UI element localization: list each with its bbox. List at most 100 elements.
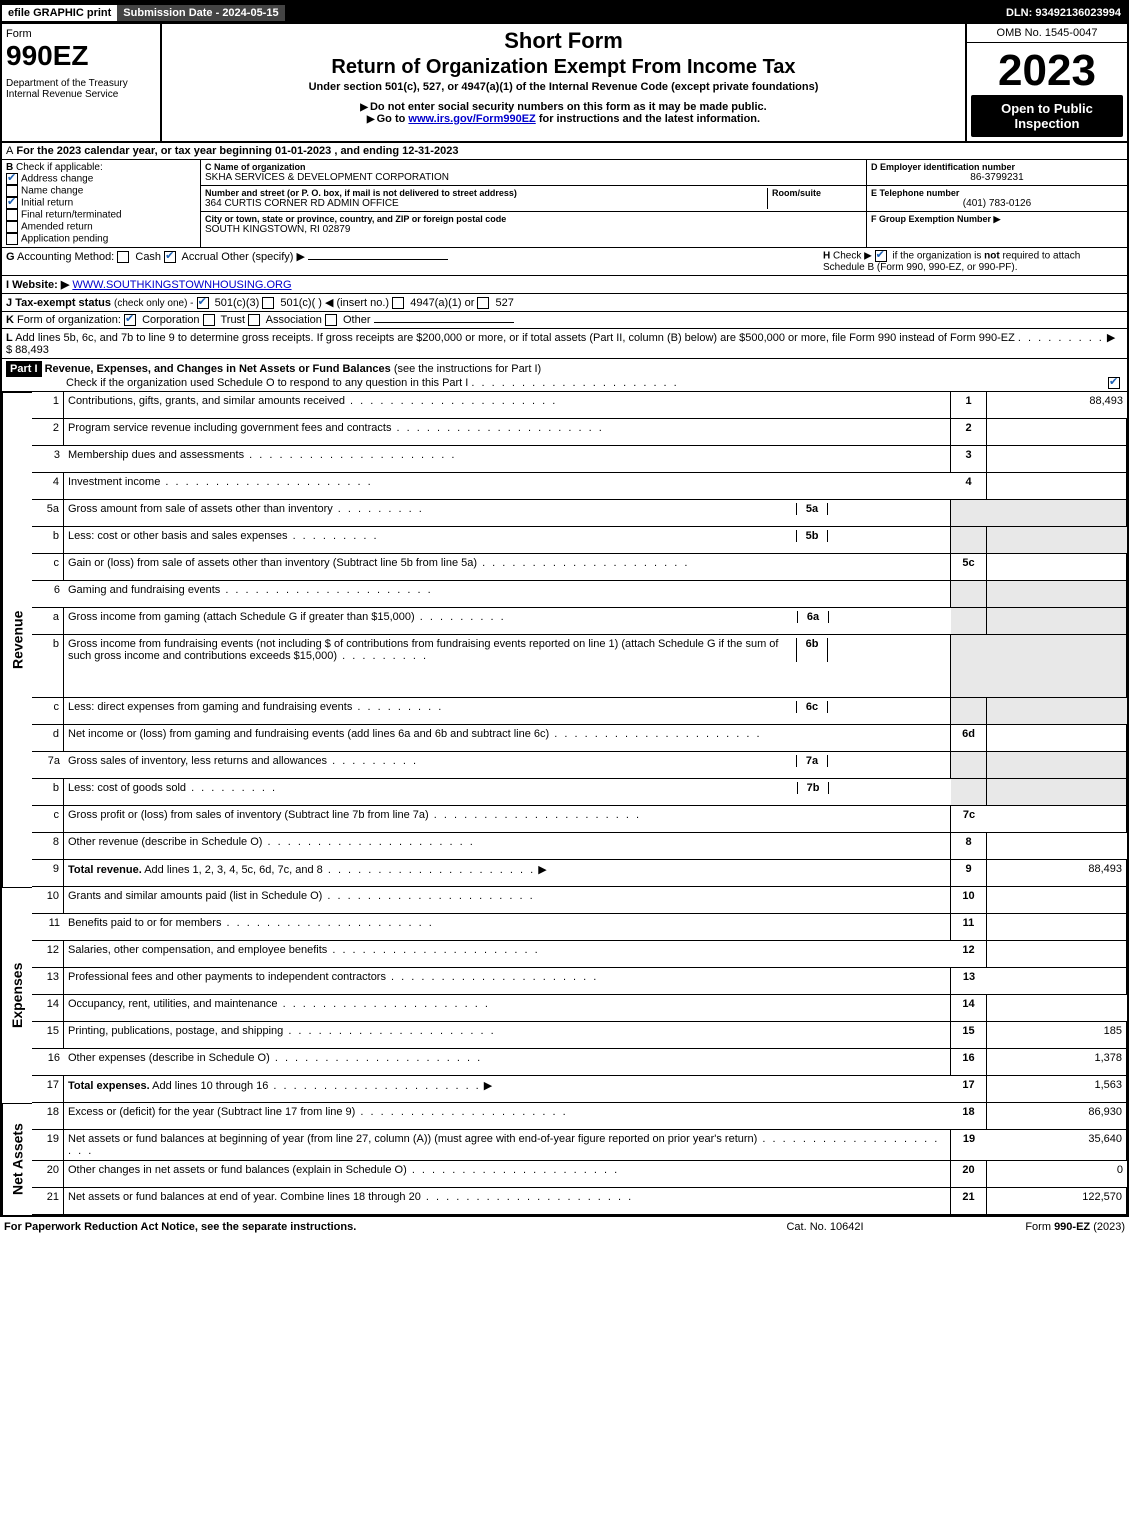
num-col: [951, 698, 987, 725]
dln: DLN: 93492136023994: [1000, 5, 1127, 21]
check-label: Name change: [21, 186, 83, 197]
col-b: B Check if applicable: Address changeNam…: [2, 160, 201, 247]
city-cell: City or town, state or province, country…: [201, 212, 866, 237]
amt-col: [987, 995, 1127, 1022]
line-desc: Total revenue. Add lines 1, 2, 3, 4, 5c,…: [68, 864, 547, 876]
amt-col: [987, 698, 1127, 725]
line-number: c: [32, 554, 64, 581]
org-name-cell: C Name of organization SKHA SERVICES & D…: [201, 160, 866, 186]
checkbox[interactable]: [6, 221, 18, 233]
line-desc-cell: Net assets or fund balances at beginning…: [64, 1130, 951, 1161]
checkbox[interactable]: [262, 297, 274, 309]
part1-checkbox[interactable]: [1108, 377, 1120, 389]
num-col: 10: [951, 887, 987, 914]
line-number: 14: [32, 995, 64, 1022]
checkbox[interactable]: [164, 251, 176, 263]
line-desc-cell: Other expenses (describe in Schedule O): [64, 1049, 951, 1076]
checkbox[interactable]: [124, 314, 136, 326]
amt-col: 86,930: [987, 1103, 1127, 1130]
city-val: SOUTH KINGSTOWN, RI 02879: [205, 224, 862, 235]
line-j-lead: J: [6, 297, 12, 309]
line-number: 4: [32, 473, 64, 500]
efile-badge[interactable]: efile GRAPHIC print: [2, 5, 117, 21]
goto-link[interactable]: www.irs.gov/Form990EZ: [408, 113, 535, 125]
line-desc: Less: direct expenses from gaming and fu…: [68, 701, 796, 713]
line-a-lead: A: [6, 145, 13, 157]
checkbox[interactable]: [6, 209, 18, 221]
goto-pre: Go to: [377, 113, 409, 125]
line-l: L Add lines 5b, 6c, and 7b to line 9 to …: [2, 329, 1127, 359]
line-desc-cell: Membership dues and assessments: [64, 446, 951, 473]
checkbox[interactable]: [6, 233, 18, 245]
footer-form-pre: Form: [1025, 1221, 1054, 1233]
header-left: Form 990EZ Department of the Treasury In…: [2, 24, 162, 141]
amt-col: 88,493: [987, 860, 1127, 887]
inner-num: 7a: [796, 755, 828, 767]
line-desc-cell: Gaming and fundraising events: [64, 581, 951, 608]
line-g-h: G Accounting Method: Cash Accrual Other …: [2, 248, 1127, 276]
line-desc-cell: Printing, publications, postage, and shi…: [64, 1022, 951, 1049]
line-h-checkbox[interactable]: [875, 250, 887, 262]
check-label: Address change: [21, 174, 93, 185]
line-desc-cell: Gain or (loss) from sale of assets other…: [64, 554, 951, 581]
checkbox[interactable]: [117, 251, 129, 263]
line-number: b: [32, 527, 64, 554]
inner-amt: [828, 530, 946, 542]
num-col: [951, 527, 987, 554]
checkbox[interactable]: [6, 173, 18, 185]
line-desc-cell: Gross profit or (loss) from sales of inv…: [64, 806, 951, 833]
check-item: Initial return: [6, 197, 196, 209]
num-col: 11: [951, 914, 987, 941]
checkbox[interactable]: [477, 297, 489, 309]
amt-col: [987, 941, 1127, 968]
inner-num: 5a: [796, 503, 828, 515]
checkbox[interactable]: [6, 197, 18, 209]
amt-col: 0: [987, 1161, 1127, 1188]
checkbox[interactable]: [203, 314, 215, 326]
checkbox[interactable]: [197, 297, 209, 309]
line-desc-cell: Salaries, other compensation, and employ…: [64, 941, 951, 968]
line-desc-cell: Gross amount from sale of assets other t…: [64, 500, 951, 527]
submission-date: Submission Date - 2024-05-15: [117, 5, 284, 21]
amt-col: 35,640: [987, 1130, 1127, 1161]
footer-form-bold: 990-EZ: [1054, 1221, 1090, 1233]
line-number: a: [32, 608, 64, 635]
checkbox[interactable]: [325, 314, 337, 326]
num-col: 5c: [951, 554, 987, 581]
num-col: [951, 581, 987, 608]
ein-lbl: D Employer identification number: [871, 162, 1123, 172]
line-i: I Website: ▶ WWW.SOUTHKINGSTOWNHOUSING.O…: [2, 276, 1127, 294]
line-number: 8: [32, 833, 64, 860]
col-c: C Name of organization SKHA SERVICES & D…: [201, 160, 866, 247]
line-desc: Total expenses. Add lines 10 through 16 …: [68, 1080, 492, 1092]
checkbox[interactable]: [392, 297, 404, 309]
num-col: [951, 752, 987, 779]
line-j-hint: (check only one) -: [114, 298, 193, 309]
check-label: Application pending: [21, 234, 108, 245]
line-number: 1: [32, 392, 64, 419]
line-desc: Gross income from fundraising events (no…: [68, 638, 796, 662]
amt-col: 88,493: [987, 392, 1127, 419]
line-desc-cell: Professional fees and other payments to …: [64, 968, 951, 995]
check-item: Amended return: [6, 221, 196, 233]
check-item: Final return/terminated: [6, 209, 196, 221]
inner-amt: [828, 503, 946, 515]
line-number: b: [32, 779, 64, 806]
org-name-lbl: C Name of organization: [205, 162, 862, 172]
city-lbl: City or town, state or province, country…: [205, 214, 862, 224]
part1-header: Part I Revenue, Expenses, and Changes in…: [2, 359, 1127, 392]
checkbox[interactable]: [248, 314, 260, 326]
footer-form-post: (2023): [1090, 1221, 1125, 1233]
line-desc: Benefits paid to or for members: [68, 917, 434, 929]
amt-col: [987, 635, 1127, 698]
amt-col: 1,378: [987, 1049, 1127, 1076]
line-j: J Tax-exempt status (check only one) - 5…: [2, 294, 1127, 312]
line-desc-cell: Other revenue (describe in Schedule O): [64, 833, 951, 860]
addr-cell: Number and street (or P. O. box, if mail…: [201, 186, 866, 212]
line-g-label: Accounting Method:: [17, 251, 114, 263]
line-desc-cell: Program service revenue including govern…: [64, 419, 951, 446]
website-link[interactable]: WWW.SOUTHKINGSTOWNHOUSING.ORG: [72, 279, 291, 291]
line-number: 17: [32, 1076, 64, 1103]
section-label: Revenue: [2, 392, 32, 887]
part1-check-text: Check if the organization used Schedule …: [6, 377, 468, 389]
